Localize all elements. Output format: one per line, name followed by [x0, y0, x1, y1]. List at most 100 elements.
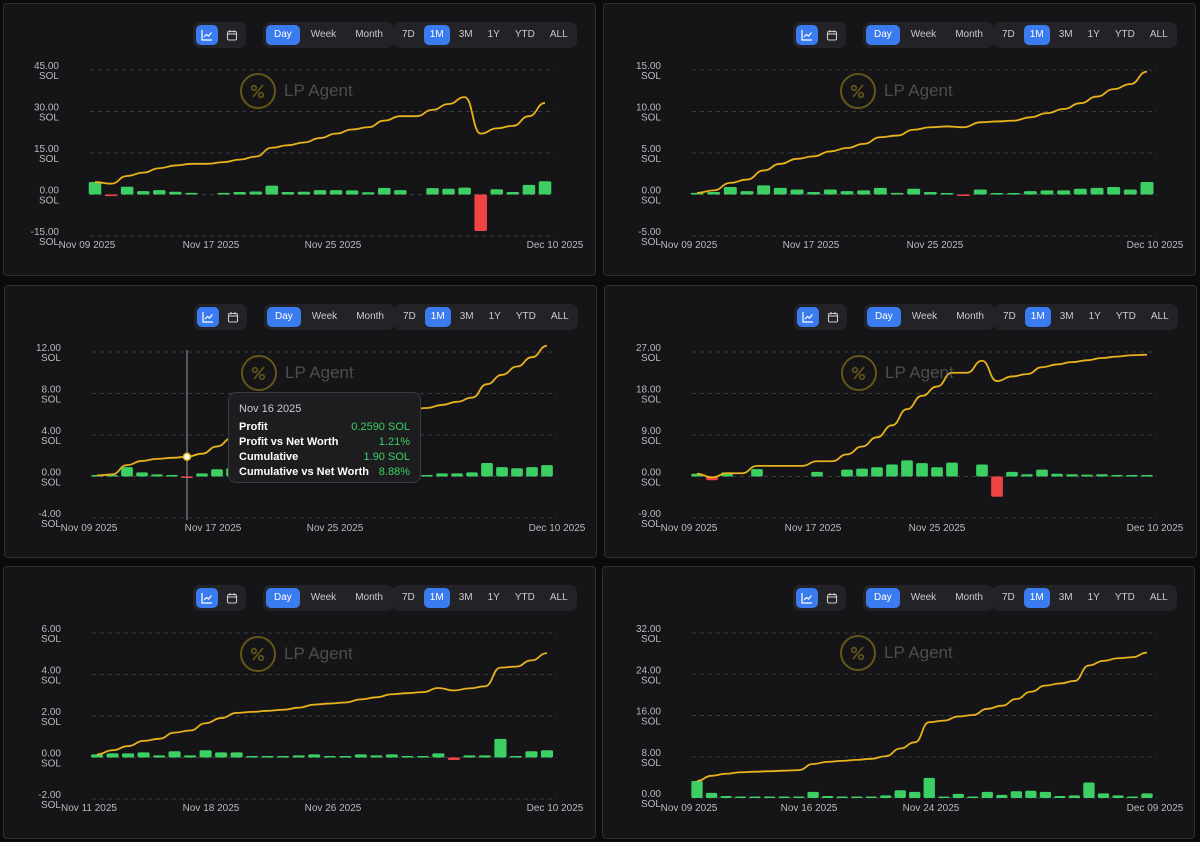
calendar-view-button[interactable] [222, 307, 244, 327]
profit-bar[interactable] [1039, 791, 1052, 798]
group-day-button[interactable]: Day [266, 25, 300, 45]
calendar-view-button[interactable] [821, 588, 843, 608]
profit-bar[interactable] [345, 190, 359, 195]
profit-bar[interactable] [90, 754, 104, 758]
calendar-view-button[interactable] [822, 307, 844, 327]
profit-bar[interactable] [478, 755, 491, 758]
profit-bar[interactable] [1036, 469, 1048, 477]
group-week-button[interactable]: Week [910, 592, 937, 603]
profit-bar[interactable] [538, 181, 552, 195]
profit-bar[interactable] [199, 750, 212, 758]
profit-bar[interactable] [996, 794, 1008, 798]
profit-bar[interactable] [1097, 793, 1110, 798]
profit-bar[interactable] [923, 777, 935, 798]
profit-bar[interactable] [821, 795, 834, 798]
profit-bar[interactable] [901, 460, 913, 477]
profit-bar[interactable] [509, 756, 523, 758]
profit-bar[interactable] [494, 738, 507, 758]
profit-bar[interactable] [957, 194, 971, 197]
profit-bar[interactable] [421, 475, 433, 477]
profit-bar[interactable] [1021, 474, 1033, 477]
profit-bar[interactable] [308, 754, 321, 758]
profit-bar[interactable] [496, 467, 508, 477]
range-3m-button[interactable]: 3M [459, 311, 474, 322]
profit-bar[interactable] [136, 472, 148, 477]
profit-bar[interactable] [166, 475, 178, 477]
profit-bar[interactable] [792, 796, 805, 799]
range-all-button[interactable]: ALL [549, 29, 568, 40]
range-7d-button[interactable]: 7D [402, 29, 415, 40]
profit-bar[interactable] [151, 474, 163, 477]
range-7d-button[interactable]: 7D [1002, 592, 1015, 603]
profit-bar[interactable] [811, 471, 823, 477]
profit-bar[interactable] [277, 756, 290, 758]
profit-bar[interactable] [1023, 191, 1037, 195]
cumulative-line[interactable] [696, 353, 1148, 479]
profit-bar[interactable] [1057, 190, 1071, 195]
profit-bar[interactable] [370, 755, 383, 758]
profit-bar[interactable] [1010, 791, 1023, 798]
line-chart-view-button[interactable] [197, 307, 219, 327]
profit-bar[interactable] [1096, 474, 1108, 477]
profit-bar[interactable] [916, 463, 928, 477]
profit-bar[interactable] [1007, 193, 1021, 195]
range-1m-button[interactable]: 1M [423, 25, 450, 45]
profit-bar[interactable] [230, 752, 243, 758]
profit-bar[interactable] [463, 755, 476, 758]
profit-bar[interactable] [184, 755, 197, 758]
profit-bar[interactable] [1066, 474, 1078, 477]
profit-bar[interactable] [1054, 795, 1066, 798]
group-month-button[interactable]: Month [356, 311, 384, 322]
profit-bar[interactable] [339, 756, 352, 758]
profit-bar[interactable] [871, 467, 883, 477]
group-month-button[interactable]: Month [355, 592, 383, 603]
line-chart-view-button[interactable] [797, 307, 819, 327]
range-1y-button[interactable]: 1Y [487, 29, 500, 40]
range-all-button[interactable]: ALL [1149, 29, 1168, 40]
profit-bar[interactable] [329, 190, 343, 195]
group-month-button[interactable]: Month [955, 29, 983, 40]
profit-bar[interactable] [886, 464, 898, 477]
range-all-button[interactable]: ALL [1149, 592, 1168, 603]
range-1y-button[interactable]: 1Y [1088, 311, 1101, 322]
profit-bar[interactable] [880, 795, 892, 798]
profit-bar[interactable] [249, 191, 262, 195]
profit-bar[interactable] [540, 750, 554, 758]
profit-bar[interactable] [169, 191, 182, 195]
profit-bar[interactable] [723, 187, 737, 195]
range-all-button[interactable]: ALL [549, 592, 568, 603]
profit-bar[interactable] [281, 192, 295, 195]
profit-bar[interactable] [153, 755, 166, 758]
group-week-button[interactable]: Week [310, 592, 337, 603]
calendar-view-button[interactable] [221, 25, 243, 45]
profit-bar[interactable] [541, 465, 553, 477]
cumulative-line[interactable] [94, 96, 546, 185]
profit-bar[interactable] [481, 463, 493, 477]
profit-bar[interactable] [890, 192, 904, 195]
profit-bar[interactable] [873, 187, 887, 195]
profit-bar[interactable] [856, 468, 868, 477]
profit-bar[interactable] [121, 467, 133, 477]
profit-bar[interactable] [1083, 782, 1095, 798]
profit-bar[interactable] [946, 462, 958, 477]
group-week-button[interactable]: Week [910, 29, 937, 40]
profit-bar[interactable] [1111, 475, 1123, 477]
line-chart-view-button[interactable] [796, 25, 818, 45]
profit-bar[interactable] [525, 751, 538, 758]
profit-bar[interactable] [973, 189, 987, 195]
profit-bar[interactable] [807, 192, 821, 195]
calendar-view-button[interactable] [821, 25, 843, 45]
group-week-button[interactable]: Week [310, 29, 337, 40]
range-ytd-button[interactable]: YTD [1114, 592, 1135, 603]
range-ytd-button[interactable]: YTD [514, 29, 535, 40]
range-1m-button[interactable]: 1M [1024, 307, 1051, 327]
range-7d-button[interactable]: 7D [1003, 311, 1016, 322]
profit-bar[interactable] [447, 757, 460, 760]
range-1m-button[interactable]: 1M [424, 307, 451, 327]
profit-bar[interactable] [1112, 795, 1124, 798]
profit-bar[interactable] [121, 753, 135, 758]
profit-bar[interactable] [740, 191, 754, 195]
profit-bar[interactable] [1068, 795, 1081, 798]
profit-bar[interactable] [967, 796, 979, 798]
profit-bar[interactable] [401, 756, 414, 758]
